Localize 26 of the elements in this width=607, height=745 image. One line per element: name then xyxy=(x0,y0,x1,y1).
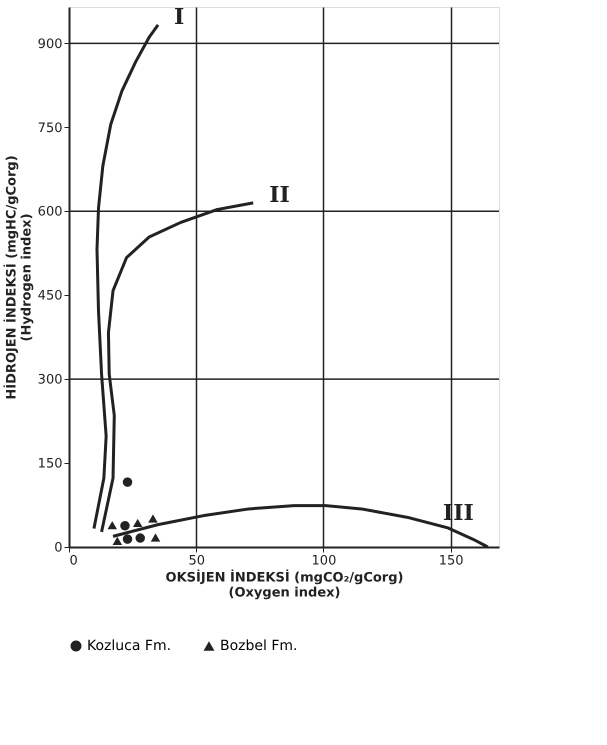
y-tick-label: 450 xyxy=(38,288,62,304)
point xyxy=(122,534,132,544)
y-axis-title: HİDROJEN İNDEKSİ (mgHC/gCorg) (Hydrogen index) xyxy=(2,155,35,400)
point xyxy=(120,521,130,530)
y-tick-label: 600 xyxy=(38,204,62,220)
annotation: II xyxy=(269,182,290,208)
point xyxy=(122,477,132,487)
point xyxy=(112,536,122,545)
x-axis-title: OKSİJEN İNDEKSİ (mgCO₂/gCorg) (Oxygen index) xyxy=(166,568,404,600)
point xyxy=(136,533,145,543)
point xyxy=(108,521,117,530)
x-tick-label: 100 xyxy=(312,554,336,568)
point xyxy=(150,533,160,542)
y-tick-label: 900 xyxy=(38,36,62,52)
annotation: I xyxy=(174,4,184,30)
x-tick-label: 150 xyxy=(438,554,464,568)
x-tick-label: 0 xyxy=(70,554,78,568)
y-tick-label: 300 xyxy=(38,372,62,388)
y-tick-label: 750 xyxy=(38,120,62,136)
y-tick-label: 150 xyxy=(38,456,62,472)
legend-label: Bozbel Fm. xyxy=(220,638,298,654)
y-tick-label: 0 xyxy=(54,540,62,556)
legend-label: Kozluca Fm. xyxy=(87,638,172,654)
x-tick-label: 50 xyxy=(188,554,205,568)
point xyxy=(148,514,158,523)
point xyxy=(132,518,142,528)
